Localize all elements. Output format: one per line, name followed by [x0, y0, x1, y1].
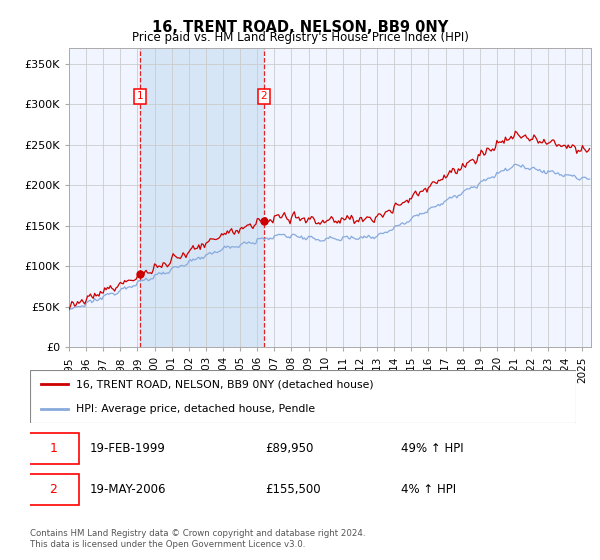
FancyBboxPatch shape	[27, 474, 79, 505]
Text: 4% ↑ HPI: 4% ↑ HPI	[401, 483, 457, 496]
Text: 1: 1	[136, 91, 143, 101]
Text: 16, TRENT ROAD, NELSON, BB9 0NY (detached house): 16, TRENT ROAD, NELSON, BB9 0NY (detache…	[76, 380, 374, 390]
Text: HPI: Average price, detached house, Pendle: HPI: Average price, detached house, Pend…	[76, 404, 316, 414]
Text: 2: 2	[260, 91, 267, 101]
Text: Contains HM Land Registry data © Crown copyright and database right 2024.
This d: Contains HM Land Registry data © Crown c…	[30, 529, 365, 549]
Text: 16, TRENT ROAD, NELSON, BB9 0NY: 16, TRENT ROAD, NELSON, BB9 0NY	[152, 20, 448, 35]
Text: £89,950: £89,950	[265, 442, 313, 455]
Text: 1: 1	[50, 442, 58, 455]
FancyBboxPatch shape	[30, 370, 576, 423]
Text: Price paid vs. HM Land Registry's House Price Index (HPI): Price paid vs. HM Land Registry's House …	[131, 31, 469, 44]
Text: 19-FEB-1999: 19-FEB-1999	[90, 442, 166, 455]
Text: 2: 2	[50, 483, 58, 496]
Text: 49% ↑ HPI: 49% ↑ HPI	[401, 442, 464, 455]
Text: £155,500: £155,500	[265, 483, 320, 496]
Bar	[140, 48, 264, 347]
Text: 19-MAY-2006: 19-MAY-2006	[90, 483, 167, 496]
FancyBboxPatch shape	[27, 433, 79, 464]
